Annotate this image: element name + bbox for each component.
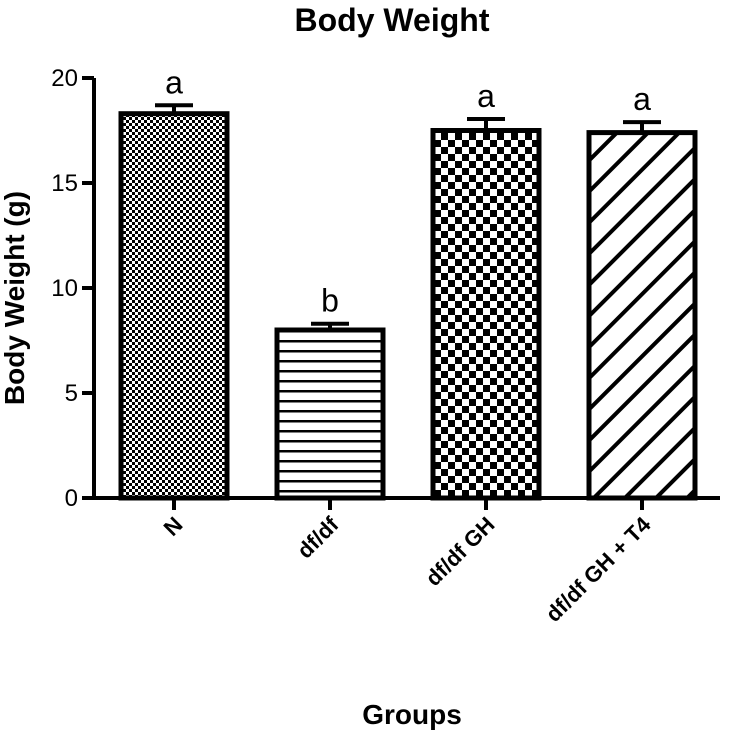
significance-label: a xyxy=(165,64,183,100)
bar-4 xyxy=(586,130,698,501)
x-axis-title: Groups xyxy=(362,699,462,730)
x-tick-label: N xyxy=(159,512,188,541)
x-tick-label: df/df GH xyxy=(421,512,500,591)
bar-1 xyxy=(118,111,230,501)
y-axis-title: Body Weight (g) xyxy=(0,191,30,405)
significance-label: a xyxy=(477,78,495,114)
bars-group: a b a a xyxy=(118,64,698,510)
x-tick-label: df/df GH + T4 xyxy=(541,511,656,626)
significance-label: b xyxy=(321,283,339,319)
bar-2 xyxy=(274,327,386,501)
y-tick-label: 15 xyxy=(51,170,78,197)
chart-title: Body Weight xyxy=(295,2,490,38)
x-tick-label: df/df xyxy=(292,511,344,563)
y-tick-label: 0 xyxy=(65,485,78,512)
y-tick-label: 10 xyxy=(51,275,78,302)
y-tick-label: 20 xyxy=(51,65,78,92)
bar-3 xyxy=(430,128,542,501)
significance-label: a xyxy=(633,81,651,117)
y-tick-label: 5 xyxy=(65,380,78,407)
